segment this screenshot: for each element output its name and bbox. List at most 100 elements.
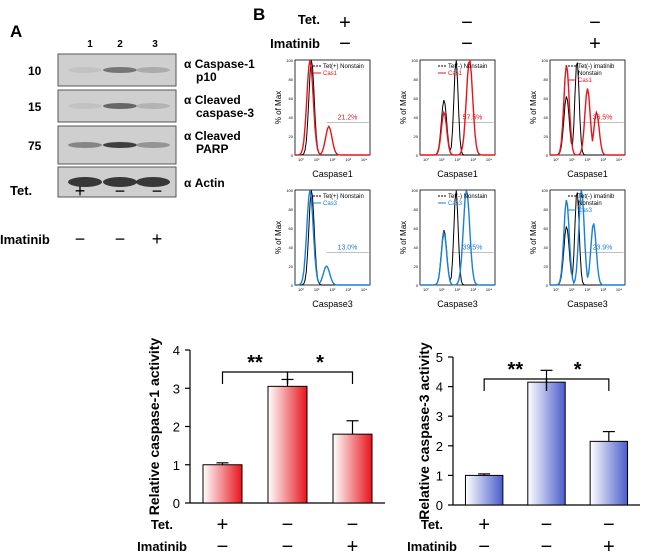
stain-histogram	[420, 190, 495, 286]
x-tick-label: 10²	[585, 157, 591, 162]
lane-number: 2	[117, 39, 123, 50]
condition-sign: +	[152, 229, 163, 249]
significance-label: **	[508, 359, 524, 381]
mw-marker: 15	[28, 100, 42, 114]
x-tick-label: 10³	[345, 287, 351, 292]
bar	[202, 464, 243, 504]
condition-sign: −	[282, 536, 294, 558]
condition-sign: +	[347, 536, 359, 558]
x-tick-label: 10⁰	[298, 287, 304, 292]
x-axis-label: Caspase3	[312, 299, 353, 309]
gate-percent: 36.5%	[593, 115, 613, 122]
imatinib-label: Imatinib	[407, 539, 457, 554]
y-tick-label: 60	[289, 226, 294, 231]
y-tick-label: 80	[544, 77, 549, 82]
legend-label: Cas3	[448, 201, 463, 207]
blot-band	[136, 103, 170, 109]
tet-label: Tet.	[151, 517, 173, 532]
blot-band	[68, 67, 102, 73]
blot-label: PARP	[196, 142, 228, 156]
blot-band	[68, 142, 102, 148]
y-tick-label: 20	[414, 264, 419, 269]
x-tick-label: 10⁰	[423, 157, 429, 162]
blot-label: α Cleaved	[184, 93, 241, 107]
y-tick-label: 100	[541, 188, 548, 193]
y-tick-label: 3	[436, 409, 443, 424]
y-tick-label: 80	[414, 77, 419, 82]
y-tick-label: 80	[289, 77, 294, 82]
blot-band	[68, 103, 102, 109]
condition-sign: −	[347, 514, 359, 536]
y-tick-label: 1	[173, 458, 180, 473]
gate-percent: 23.9%	[593, 245, 613, 252]
panel-b: B Tet. + − − Imatinib − − + % of Max 0 20 4…	[253, 5, 626, 309]
blot-band	[136, 177, 170, 187]
x-axis-label: Caspase1	[437, 169, 478, 179]
x-axis-label: Caspase3	[437, 299, 478, 309]
legend-label: Cas1	[448, 71, 463, 77]
condition-sign: −	[282, 514, 294, 536]
panel-b-label: B	[253, 5, 265, 24]
y-axis-label: % of Max	[529, 91, 538, 124]
condition-sign: −	[541, 536, 553, 558]
y-tick-label: 60	[289, 96, 294, 101]
bar	[464, 474, 504, 506]
y-tick-label: 100	[541, 58, 548, 63]
panel-a-label: A	[10, 22, 22, 41]
gate-percent: 39.5%	[463, 245, 483, 252]
significance-label: *	[316, 352, 324, 374]
blot-label: α Caspase-1	[184, 57, 255, 71]
y-tick-label: 60	[414, 96, 419, 101]
blot-label: α Cleaved	[184, 129, 241, 143]
flow-histograms: % of Max 0 20 40 60 80 100 10⁰ 10¹ 10² 10³ 10⁴ Caspa…	[274, 58, 626, 309]
x-tick-label: 10³	[345, 157, 351, 162]
y-tick-label: 20	[289, 264, 294, 269]
x-tick-label: 10²	[330, 157, 336, 162]
y-tick-label: 100	[286, 58, 293, 63]
legend-label: Tet(-) Nonstain	[448, 64, 487, 70]
condition-sign: −	[152, 181, 163, 201]
x-axis-label: Caspase3	[567, 299, 608, 309]
y-tick-label: 40	[414, 115, 419, 120]
y-axis-label: % of Max	[399, 221, 408, 254]
blot-label: α Actin	[184, 176, 225, 190]
stain-histogram	[550, 65, 625, 156]
condition-sign: −	[115, 181, 126, 201]
y-tick-label: 20	[544, 134, 549, 139]
stain-histogram	[295, 59, 370, 156]
gate-percent: 13.0%	[338, 245, 358, 252]
x-tick-label: 10⁰	[553, 287, 559, 292]
y-tick-label: 20	[414, 134, 419, 139]
x-tick-label: 10¹	[314, 287, 320, 292]
blot-label: caspase-3	[196, 106, 254, 120]
y-axis-label: Relative caspase-3 activity	[416, 342, 432, 520]
bar	[267, 385, 308, 504]
condition-sign: +	[478, 514, 490, 536]
tet-label: Tet.	[10, 183, 32, 198]
blot-band	[68, 177, 102, 187]
legend-label: Nonstain	[578, 71, 602, 77]
gate-percent: 57.5%	[463, 115, 483, 122]
x-tick-label: 10³	[600, 287, 606, 292]
imatinib-label: Imatinib	[0, 232, 50, 247]
x-axis-label: Caspase1	[312, 169, 353, 179]
y-tick-label: 0	[436, 498, 443, 513]
y-tick-label: 40	[544, 245, 549, 250]
legend-label: Cas1	[323, 71, 338, 77]
x-tick-label: 10⁴	[486, 287, 492, 292]
y-tick-label: 20	[289, 134, 294, 139]
blot-band	[103, 177, 137, 187]
x-tick-label: 10⁴	[616, 157, 622, 162]
y-tick-label: 0	[291, 153, 294, 158]
y-tick-label: 60	[544, 96, 549, 101]
y-tick-label: 4	[173, 343, 180, 358]
x-tick-label: 10⁴	[616, 287, 622, 292]
y-tick-label: 40	[544, 115, 549, 120]
bar	[527, 381, 566, 506]
x-tick-label: 10¹	[569, 157, 575, 162]
